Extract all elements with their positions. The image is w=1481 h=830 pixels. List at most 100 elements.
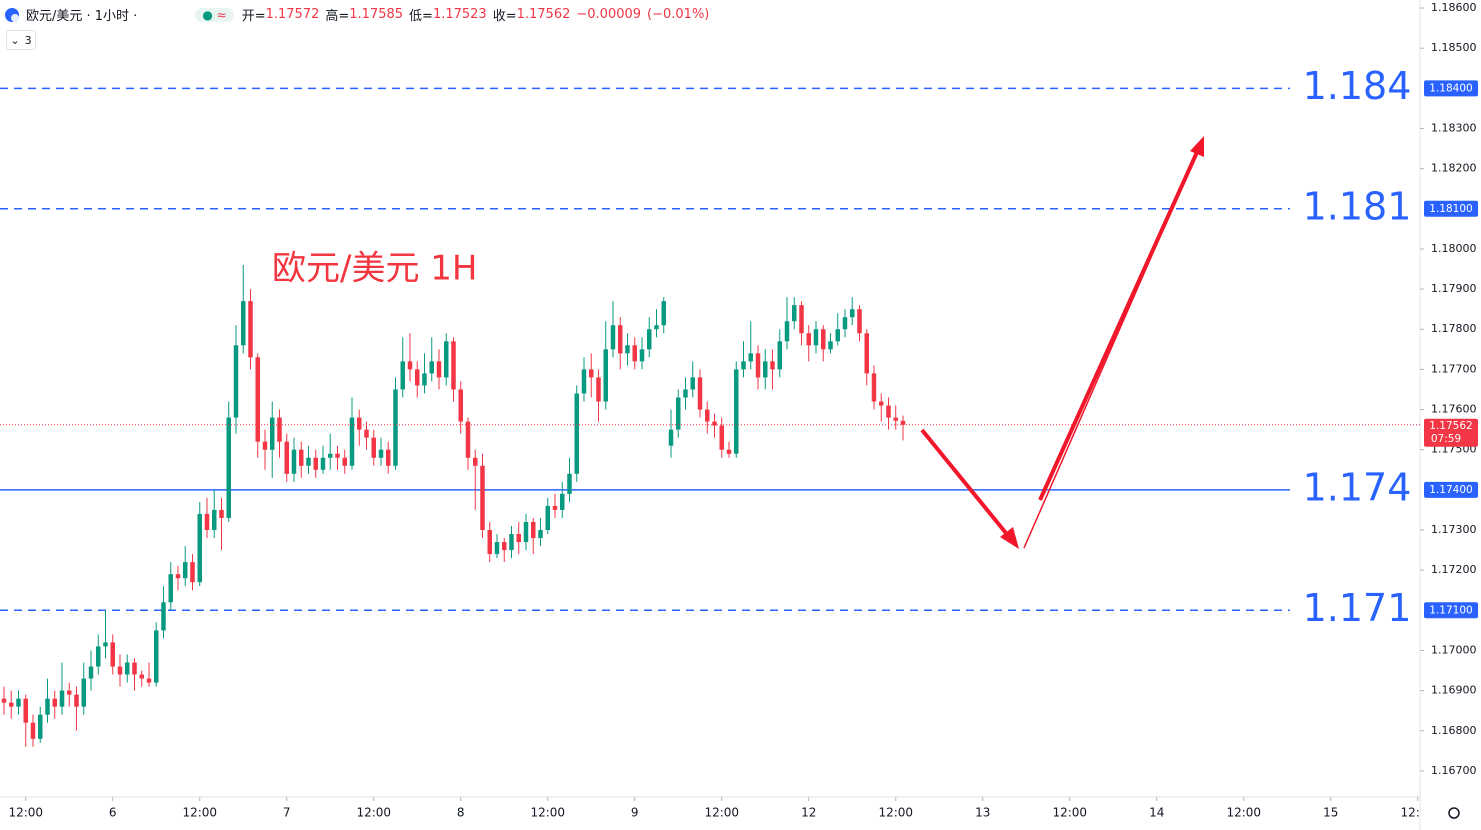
candle-body xyxy=(799,305,804,334)
candle-body xyxy=(356,417,362,430)
close-value: 1.17562 xyxy=(516,7,571,22)
candle-body xyxy=(697,377,703,410)
candle-body xyxy=(342,457,347,466)
open-label: 开= xyxy=(241,9,266,24)
candle-body xyxy=(414,369,420,386)
candle-body xyxy=(335,453,340,458)
candle-body xyxy=(327,453,333,458)
level-tag xyxy=(1424,602,1478,619)
candle-body xyxy=(726,449,732,454)
candle-body xyxy=(596,377,601,402)
arrow-up-head xyxy=(1190,136,1204,157)
candle-body xyxy=(755,353,761,378)
y-tick-label: 1.16900 xyxy=(1431,684,1477,697)
y-tick-label: 1.18300 xyxy=(1431,121,1477,134)
y-tick-label: 1.17800 xyxy=(1431,322,1477,335)
y-tick-label: 1.16700 xyxy=(1431,764,1477,777)
level-tag-label: 1.18400 xyxy=(1429,82,1472,94)
candle-body xyxy=(146,678,152,683)
x-tick-label: 12:00 xyxy=(1052,806,1087,820)
candle-body xyxy=(487,529,492,555)
annotation: 欧元/美元 1H xyxy=(272,249,477,289)
candle-body xyxy=(378,449,384,458)
x-tick-label: 7 xyxy=(283,806,291,820)
candle-body xyxy=(770,361,775,370)
candle-body xyxy=(132,662,137,675)
candle-body xyxy=(298,449,304,466)
candle-body xyxy=(530,521,536,539)
symbol: 欧元/美元 · 1小时 · xyxy=(26,9,138,24)
candle-body xyxy=(748,353,753,362)
candle-body xyxy=(733,369,739,454)
candle-body xyxy=(269,417,275,450)
candle-body xyxy=(59,690,65,707)
candle-body xyxy=(712,421,717,426)
candle-body xyxy=(603,349,608,402)
candle-body xyxy=(661,301,666,326)
candle-body xyxy=(538,529,543,539)
settings-icon[interactable] xyxy=(1448,807,1460,819)
x-tick-label: 12:00 xyxy=(704,806,739,820)
candle-body xyxy=(124,662,130,675)
candle-body xyxy=(255,357,260,442)
candle-body xyxy=(371,437,376,458)
candle-body xyxy=(501,542,507,551)
candle-body xyxy=(320,457,326,470)
candle-body xyxy=(8,702,14,707)
candle-body xyxy=(777,341,782,370)
x-tick-label: 13 xyxy=(975,806,990,820)
candle-body xyxy=(813,329,819,346)
candle-body xyxy=(284,441,289,474)
high-value: 1.17585 xyxy=(349,7,404,22)
candle-body xyxy=(30,722,36,739)
candle-body xyxy=(422,373,427,386)
y-tick-label: 1.18200 xyxy=(1431,162,1477,175)
y-tick-label: 1.17500 xyxy=(1431,443,1477,456)
candle-body xyxy=(762,361,768,378)
y-tick-label: 1.17000 xyxy=(1431,643,1477,656)
candle-body xyxy=(226,417,231,518)
candle-body xyxy=(625,345,630,354)
level-tag xyxy=(1424,481,1478,498)
candle-body xyxy=(632,345,637,362)
level-tag-label: 1.18100 xyxy=(1429,203,1472,215)
candle-body xyxy=(103,642,108,647)
indicator-toggle[interactable]: ⌄ 3 xyxy=(6,30,36,50)
status-pill[interactable]: ● ≈ xyxy=(195,7,234,22)
y-tick-label: 1.17300 xyxy=(1431,523,1477,536)
last-price-tag xyxy=(1424,418,1478,447)
level-label: 1.171 xyxy=(1303,586,1412,630)
candle-body xyxy=(646,329,652,350)
candle-body xyxy=(233,345,239,418)
candle-body xyxy=(820,329,826,350)
x-tick-label: 12:00 xyxy=(1226,806,1261,820)
candle-body xyxy=(886,405,891,418)
candle-body xyxy=(893,417,898,421)
candle-body xyxy=(1,698,7,703)
y-tick-label: 1.17700 xyxy=(1431,362,1477,375)
arrow-down xyxy=(920,428,1012,540)
y-tick-label: 1.18500 xyxy=(1431,41,1477,54)
candle-body xyxy=(240,301,246,346)
candle-body xyxy=(581,369,587,394)
y-tick-label: 1.17900 xyxy=(1431,282,1477,295)
candle-body xyxy=(828,341,833,350)
candle-body xyxy=(559,493,565,510)
candle-body xyxy=(900,420,906,425)
candle-body xyxy=(23,698,28,723)
x-tick-label: 12 xyxy=(801,806,816,820)
level-label: 1.181 xyxy=(1303,184,1412,228)
candle-body xyxy=(74,694,79,707)
x-tick-label: 12:00 xyxy=(182,806,217,820)
y-tick-label: 1.18000 xyxy=(1431,242,1477,255)
candle-body xyxy=(472,457,478,466)
change: −0.00009 xyxy=(576,7,642,22)
level-tag xyxy=(1424,80,1478,97)
candle-body xyxy=(574,393,579,474)
candle-body xyxy=(480,465,485,530)
candle-body xyxy=(37,714,43,739)
candle-body xyxy=(45,698,50,715)
candle-body xyxy=(349,417,355,466)
candle-body xyxy=(66,690,72,695)
x-axis: 12:00 6 12:00 7 12:00 8 12:00 9 12:00 12 12:00 13 12… xyxy=(8,797,1420,820)
